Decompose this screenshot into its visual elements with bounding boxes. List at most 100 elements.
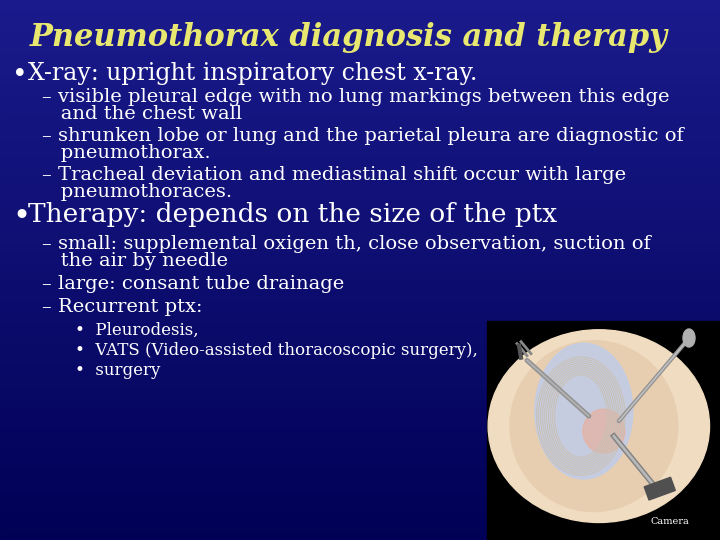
Text: – Tracheal deviation and mediastinal shift occur with large: – Tracheal deviation and mediastinal shi… xyxy=(42,166,626,184)
Bar xyxy=(0,362,720,367)
Bar xyxy=(0,270,720,275)
Bar xyxy=(0,324,720,329)
Ellipse shape xyxy=(583,409,625,453)
Bar xyxy=(0,81,720,86)
Bar xyxy=(0,281,720,286)
Bar xyxy=(0,356,720,362)
Bar xyxy=(0,38,720,43)
Bar xyxy=(0,92,720,97)
Bar xyxy=(0,227,720,232)
Bar xyxy=(0,184,720,189)
Bar xyxy=(0,502,720,508)
Bar xyxy=(0,335,720,340)
Bar xyxy=(0,448,720,454)
Bar xyxy=(0,211,720,216)
Bar xyxy=(0,16,720,22)
Text: – small: supplemental oxigen th, close observation, suction of: – small: supplemental oxigen th, close o… xyxy=(42,235,651,253)
Bar xyxy=(0,173,720,178)
Bar xyxy=(0,308,720,313)
Bar xyxy=(0,459,720,464)
Text: •  VATS (Video-assisted thoracoscopic surgery),: • VATS (Video-assisted thoracoscopic sur… xyxy=(75,342,478,359)
Bar xyxy=(0,135,720,140)
Bar xyxy=(0,189,720,194)
Bar xyxy=(0,124,720,130)
Bar xyxy=(0,437,720,443)
Bar xyxy=(0,378,720,383)
Text: Therapy: depends on the size of the ptx: Therapy: depends on the size of the ptx xyxy=(28,202,557,227)
Bar xyxy=(0,265,720,270)
Bar xyxy=(0,59,720,65)
Bar xyxy=(0,167,720,173)
Ellipse shape xyxy=(488,330,709,523)
Bar xyxy=(0,475,720,481)
Bar xyxy=(0,151,720,157)
Bar xyxy=(0,248,720,254)
Bar xyxy=(0,410,720,416)
Bar xyxy=(0,383,720,389)
Bar xyxy=(0,524,720,529)
Bar xyxy=(0,178,720,184)
Text: •: • xyxy=(12,202,30,233)
Bar xyxy=(0,535,720,540)
Text: – shrunken lobe or lung and the parietal pleura are diagnostic of: – shrunken lobe or lung and the parietal… xyxy=(42,127,684,145)
Bar xyxy=(0,286,720,292)
Bar xyxy=(0,486,720,491)
Bar xyxy=(0,113,720,119)
Bar xyxy=(0,518,720,524)
Bar xyxy=(0,130,720,135)
Bar xyxy=(0,346,720,351)
Bar xyxy=(0,43,720,49)
Bar xyxy=(0,70,720,76)
Text: X-ray: upright inspiratory chest x-ray.: X-ray: upright inspiratory chest x-ray. xyxy=(28,62,477,85)
Bar xyxy=(0,275,720,281)
Bar xyxy=(0,254,720,259)
Bar xyxy=(0,221,720,227)
Text: the air by needle: the air by needle xyxy=(42,252,228,270)
Bar xyxy=(0,86,720,92)
Text: – visible pleural edge with no lung markings between this edge: – visible pleural edge with no lung mark… xyxy=(42,88,670,106)
Bar xyxy=(644,477,675,500)
Bar xyxy=(0,97,720,103)
Bar xyxy=(0,454,720,459)
Bar xyxy=(0,27,720,32)
Bar xyxy=(0,216,720,221)
Bar xyxy=(0,22,720,27)
Bar xyxy=(0,405,720,410)
Bar xyxy=(0,329,720,335)
Bar xyxy=(0,0,720,5)
Bar xyxy=(0,481,720,486)
Bar xyxy=(0,297,720,302)
Bar xyxy=(0,146,720,151)
Text: •  Pleurodesis,: • Pleurodesis, xyxy=(75,322,199,339)
Text: – large: consant tube drainage: – large: consant tube drainage xyxy=(42,275,344,293)
Bar xyxy=(0,54,720,59)
Ellipse shape xyxy=(683,329,695,347)
Bar xyxy=(0,5,720,11)
Ellipse shape xyxy=(510,341,678,511)
Bar xyxy=(0,119,720,124)
Bar xyxy=(0,292,720,297)
Bar xyxy=(0,162,720,167)
Bar xyxy=(0,65,720,70)
Text: •: • xyxy=(12,62,27,87)
Text: pneumothoraces.: pneumothoraces. xyxy=(42,183,232,201)
Text: Pneumothorax diagnosis and therapy: Pneumothorax diagnosis and therapy xyxy=(30,22,668,53)
Ellipse shape xyxy=(535,343,633,479)
Text: and the chest wall: and the chest wall xyxy=(42,105,242,123)
Bar xyxy=(487,321,720,540)
Bar xyxy=(0,140,720,146)
Bar xyxy=(0,513,720,518)
Bar xyxy=(0,432,720,437)
Bar xyxy=(0,491,720,497)
Bar xyxy=(0,394,720,400)
Bar xyxy=(0,76,720,81)
Bar xyxy=(0,11,720,16)
Bar xyxy=(0,108,720,113)
Bar xyxy=(0,508,720,513)
Text: Camera: Camera xyxy=(650,517,689,526)
Bar xyxy=(0,243,720,248)
Bar xyxy=(0,340,720,346)
Text: – Recurrent ptx:: – Recurrent ptx: xyxy=(42,298,202,316)
Text: •  surgery: • surgery xyxy=(75,362,161,379)
Bar xyxy=(0,205,720,211)
